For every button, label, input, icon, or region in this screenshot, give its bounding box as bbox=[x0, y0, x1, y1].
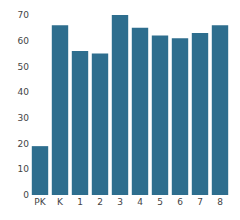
svg-text:6: 6 bbox=[177, 197, 183, 207]
svg-text:50: 50 bbox=[18, 62, 30, 72]
svg-text:20: 20 bbox=[18, 139, 30, 149]
svg-text:70: 70 bbox=[18, 10, 30, 20]
svg-text:10: 10 bbox=[18, 164, 30, 174]
svg-text:40: 40 bbox=[18, 87, 30, 97]
svg-text:3: 3 bbox=[117, 197, 123, 207]
svg-text:1: 1 bbox=[77, 197, 83, 207]
svg-text:7: 7 bbox=[197, 197, 203, 207]
svg-text:8: 8 bbox=[217, 197, 223, 207]
svg-text:0: 0 bbox=[23, 190, 29, 200]
svg-text:30: 30 bbox=[18, 113, 30, 123]
svg-text:2: 2 bbox=[97, 197, 103, 207]
svg-text:4: 4 bbox=[137, 197, 143, 207]
svg-text:60: 60 bbox=[18, 36, 30, 46]
svg-text:PK: PK bbox=[34, 197, 46, 207]
svg-text:K: K bbox=[57, 197, 64, 207]
svg-text:5: 5 bbox=[157, 197, 163, 207]
